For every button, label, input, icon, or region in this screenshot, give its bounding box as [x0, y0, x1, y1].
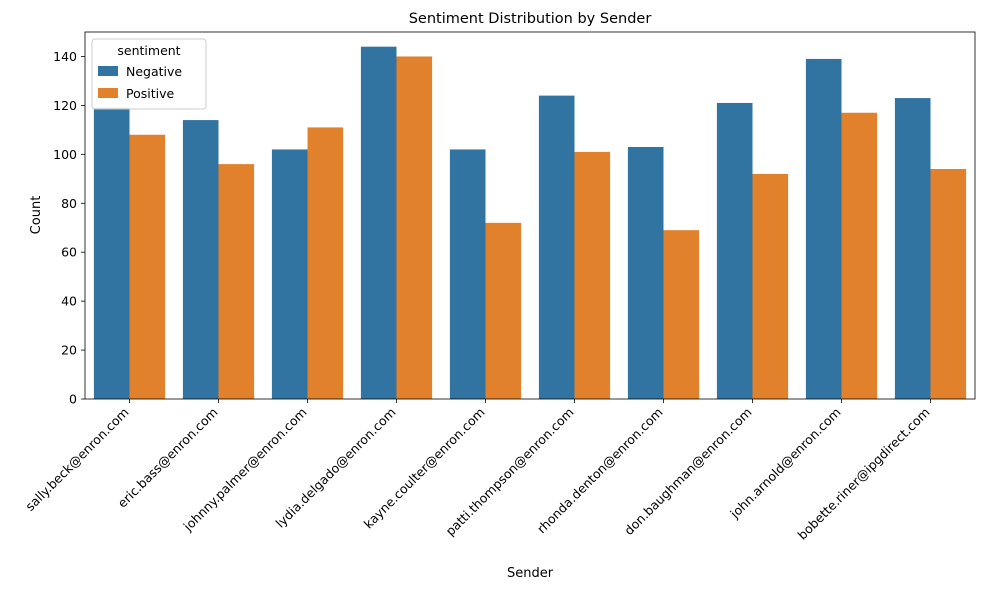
- legend-box: [91, 38, 207, 110]
- bar-negative-8: [805, 58, 842, 400]
- y-tick-label: 140: [53, 49, 77, 64]
- legend-label-positive: Positive: [126, 86, 174, 101]
- x-tick-label: eric.bass@enron.com: [115, 405, 221, 511]
- bar-negative-6: [627, 146, 664, 399]
- bar-positive-9: [930, 169, 967, 399]
- bar-positive-1: [218, 164, 255, 399]
- legend: sentiment Negative Positive: [91, 38, 207, 110]
- bar-negative-7: [716, 102, 753, 399]
- bar-positive-4: [485, 222, 522, 399]
- y-axis-label: Count: [29, 196, 44, 235]
- y-tick-label: 120: [53, 98, 77, 113]
- bar-positive-5: [574, 151, 611, 399]
- x-axis-label: Sender: [507, 566, 554, 581]
- y-tick-label: 20: [61, 343, 77, 358]
- bar-positive-6: [663, 230, 700, 399]
- legend-label-negative: Negative: [126, 64, 182, 79]
- bar-positive-0: [129, 134, 166, 399]
- chart-title: Sentiment Distribution by Sender: [409, 11, 652, 27]
- y-tick-label: 80: [61, 196, 77, 211]
- bar-positive-7: [752, 173, 789, 399]
- plot-area-frame: [84, 31, 976, 400]
- y-tick-label: 0: [69, 392, 77, 407]
- legend-swatch-negative: [98, 66, 118, 76]
- bar-negative-0: [93, 107, 130, 399]
- bar-positive-3: [396, 56, 433, 399]
- x-axis-ticks: sally.beck@enron.comeric.bass@enron.comj…: [22, 399, 933, 543]
- y-tick-label: 100: [53, 147, 77, 162]
- legend-title: sentiment: [117, 43, 180, 58]
- y-tick-label: 40: [61, 294, 77, 309]
- x-tick-label: sally.beck@enron.com: [22, 405, 131, 514]
- legend-swatch-positive: [98, 88, 118, 98]
- bar-negative-2: [271, 149, 308, 399]
- bars-layer: [93, 46, 967, 400]
- bar-positive-2: [307, 127, 344, 400]
- bar-negative-9: [894, 98, 931, 399]
- bar-negative-1: [182, 120, 219, 399]
- bar-negative-4: [449, 149, 486, 399]
- y-axis-ticks: 0 20 40 60 80 100 120 140: [53, 49, 85, 407]
- y-tick-label: 60: [61, 245, 77, 260]
- bar-positive-8: [841, 112, 878, 400]
- bar-negative-5: [538, 95, 575, 399]
- bar-negative-3: [360, 46, 397, 400]
